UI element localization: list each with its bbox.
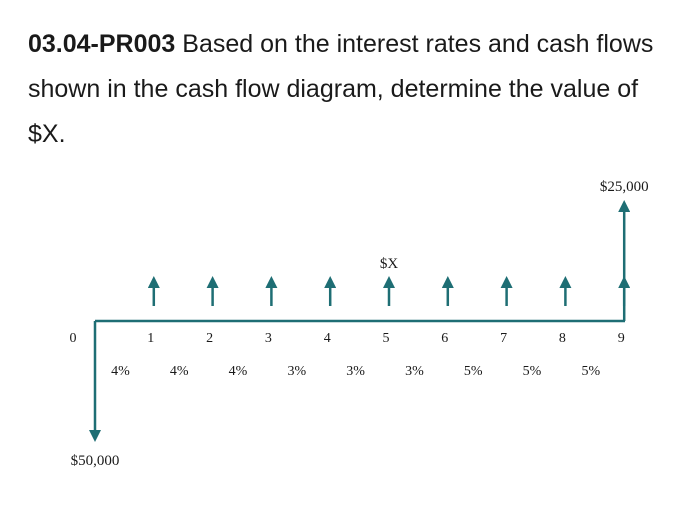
period-label-3: 3 (265, 331, 272, 346)
problem-statement: 03.04-PR003 Based on the interest rates … (28, 22, 678, 157)
problem-text: Based on the interest rates and cash flo… (28, 30, 654, 148)
period-label-9: 9 (618, 331, 625, 346)
interest-rate-label: 4% (229, 364, 248, 379)
period-label-5: 5 (383, 331, 390, 346)
period-label-6: 6 (441, 331, 448, 346)
interest-rate-label: 4% (111, 364, 130, 379)
interest-rate-label: 3% (405, 364, 424, 379)
interest-rate-label: 3% (346, 364, 365, 379)
interest-rate-label: 4% (170, 364, 189, 379)
period-label-4: 4 (324, 331, 331, 346)
period-label-1: 1 (147, 331, 154, 346)
period-label-8: 8 (559, 331, 566, 346)
outflow-label: $50,000 (71, 453, 120, 469)
interest-rate-label: 5% (581, 364, 600, 379)
problem-id: 03.04-PR003 (28, 30, 176, 58)
interest-rate-label: 5% (523, 364, 542, 379)
interest-rate-label: 3% (287, 364, 306, 379)
final-inflow-label: $25,000 (600, 179, 649, 195)
period-label-2: 2 (206, 331, 213, 346)
period-label-7: 7 (500, 331, 507, 346)
period-label-0: 0 (70, 331, 77, 346)
interest-rate-label: 5% (464, 364, 483, 379)
inflow-label: $X (380, 256, 399, 272)
